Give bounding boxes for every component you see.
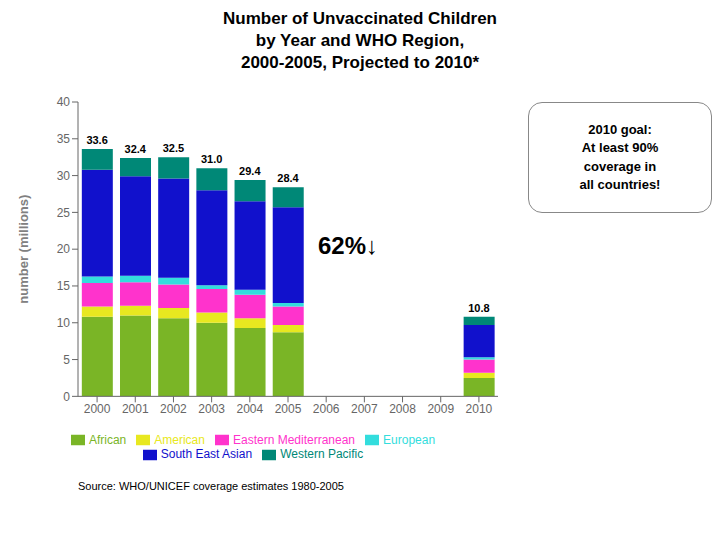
svg-text:31.0: 31.0	[201, 154, 222, 166]
svg-text:32.4: 32.4	[125, 143, 147, 155]
svg-text:2003: 2003	[198, 402, 225, 416]
html-text:2010 goal: At least 90% covera: 2010 goal: At least 90% coverage in all …	[579, 122, 661, 192]
svg-text:30: 30	[57, 169, 71, 183]
svg-text:2007: 2007	[351, 402, 378, 416]
svg-text:32.5: 32.5	[163, 142, 184, 154]
svg-text:2000: 2000	[84, 402, 111, 416]
svg-text:35: 35	[57, 132, 71, 146]
html-text:62%↓: 62%↓	[318, 232, 378, 260]
html-text:Source: WHO/UNICEF coverage es: Source: WHO/UNICEF coverage estimates 19…	[78, 480, 344, 493]
svg-text:2009: 2009	[427, 402, 454, 416]
html-text:European: European	[383, 432, 436, 447]
svg-text:5: 5	[63, 353, 70, 367]
svg-text:number (millions): number (millions)	[16, 195, 31, 304]
svg-text:2008: 2008	[389, 402, 416, 416]
html-text:Western Pacific: Western Pacific	[280, 447, 364, 462]
svg-text:33.6: 33.6	[86, 134, 107, 146]
svg-text:2004: 2004	[236, 402, 263, 416]
svg-text:2001: 2001	[122, 402, 149, 416]
svg-text:2006: 2006	[313, 402, 340, 416]
html-text:South East Asian: South East Asian	[160, 447, 253, 462]
svg-text:25: 25	[57, 206, 71, 220]
svg-text:2005: 2005	[275, 402, 302, 416]
html-text:African: African	[88, 432, 127, 447]
html-text:American: American	[154, 432, 205, 447]
svg-text:29.4: 29.4	[239, 165, 261, 177]
svg-text:28.4: 28.4	[277, 173, 299, 185]
svg-text:0: 0	[63, 390, 70, 404]
svg-text:10: 10	[57, 316, 71, 330]
html-text:Number of Unvaccinated Childre: Number of Unvaccinated Children by Year …	[223, 9, 497, 73]
svg-text:10.8: 10.8	[468, 302, 489, 314]
svg-text:40: 40	[57, 96, 71, 110]
svg-text:2010: 2010	[466, 402, 493, 416]
html-text:Eastern Mediterranean: Eastern Mediterranean	[233, 432, 355, 447]
svg-text:20: 20	[57, 243, 71, 257]
svg-text:15: 15	[57, 280, 71, 294]
svg-text:2002: 2002	[160, 402, 187, 416]
